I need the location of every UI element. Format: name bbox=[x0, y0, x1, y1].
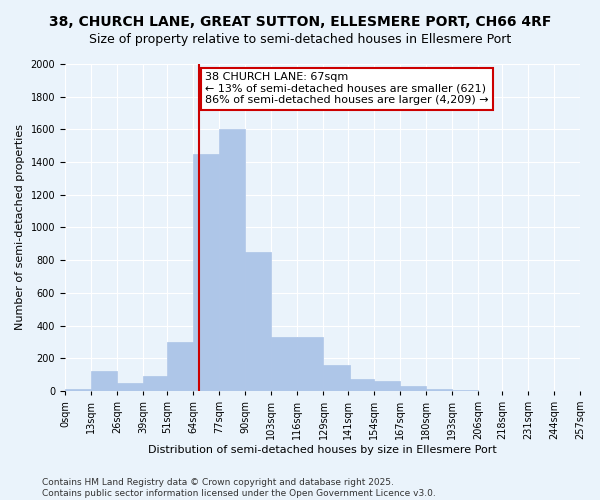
Bar bbox=[425, 390, 452, 391]
Text: Contains HM Land Registry data © Crown copyright and database right 2025.
Contai: Contains HM Land Registry data © Crown c… bbox=[42, 478, 436, 498]
Text: 38, CHURCH LANE, GREAT SUTTON, ELLESMERE PORT, CH66 4RF: 38, CHURCH LANE, GREAT SUTTON, ELLESMERE… bbox=[49, 15, 551, 29]
Bar bbox=[117, 382, 143, 391]
Bar bbox=[347, 378, 374, 391]
Bar bbox=[245, 252, 271, 391]
Bar bbox=[193, 154, 219, 391]
Bar bbox=[298, 337, 323, 391]
Bar bbox=[400, 386, 425, 391]
Bar bbox=[65, 390, 91, 391]
Bar bbox=[323, 365, 350, 391]
Bar bbox=[91, 372, 117, 391]
Text: 38 CHURCH LANE: 67sqm
← 13% of semi-detached houses are smaller (621)
86% of sem: 38 CHURCH LANE: 67sqm ← 13% of semi-deta… bbox=[205, 72, 489, 106]
Bar bbox=[374, 381, 400, 391]
Bar bbox=[167, 342, 193, 391]
Y-axis label: Number of semi-detached properties: Number of semi-detached properties bbox=[15, 124, 25, 330]
Bar bbox=[219, 130, 245, 391]
Bar bbox=[271, 337, 298, 391]
Bar bbox=[143, 376, 169, 391]
Text: Size of property relative to semi-detached houses in Ellesmere Port: Size of property relative to semi-detach… bbox=[89, 32, 511, 46]
X-axis label: Distribution of semi-detached houses by size in Ellesmere Port: Distribution of semi-detached houses by … bbox=[148, 445, 497, 455]
